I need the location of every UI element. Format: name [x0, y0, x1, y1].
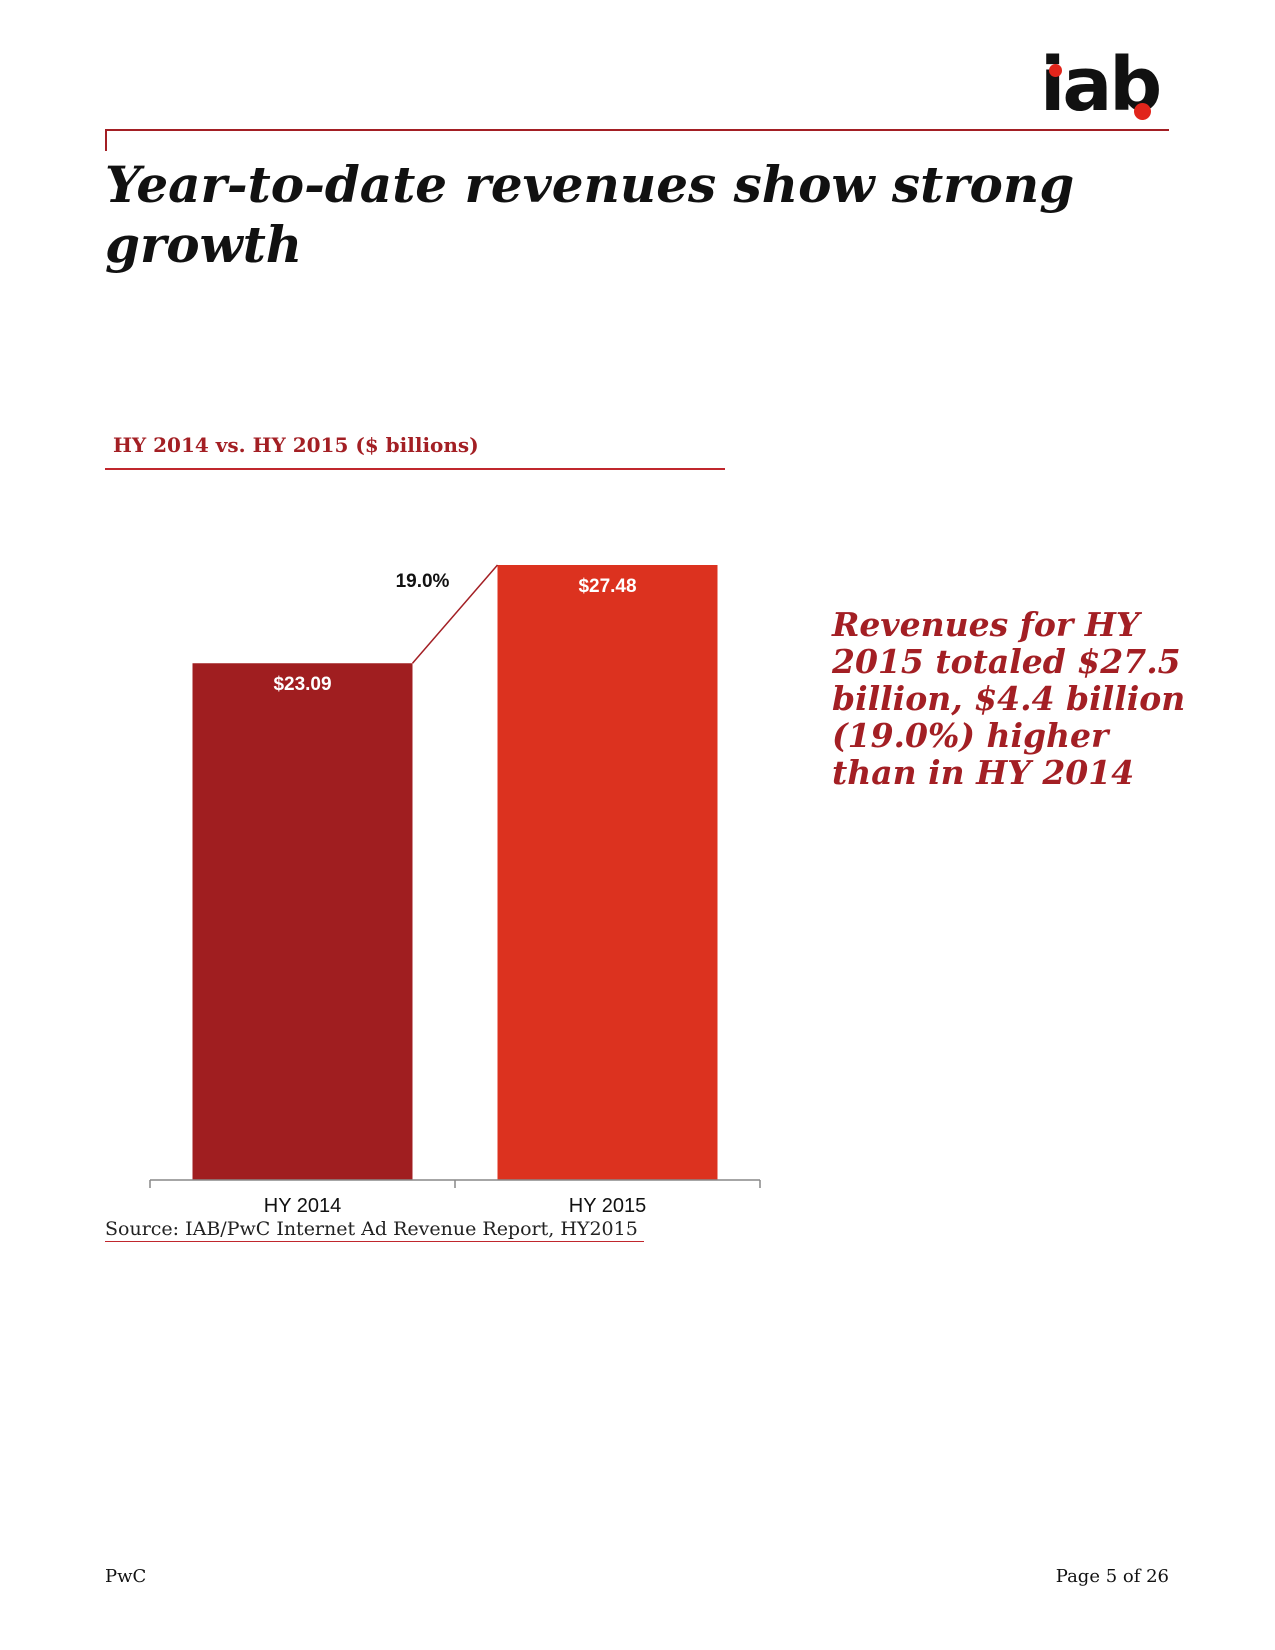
- bar-hy-2015: [497, 565, 718, 1180]
- growth-label: 19.0%: [396, 571, 450, 592]
- bar-value-label: $23.09: [273, 674, 331, 695]
- growth-connector-line: [411, 564, 499, 664]
- header-rule: [105, 129, 1169, 131]
- page-title: Year-to-date revenues show strong growth: [105, 155, 1075, 274]
- header-tick: [105, 129, 107, 151]
- x-tick-label: HY 2015: [569, 1195, 646, 1217]
- callout-text: Revenues for HY 2015 totaled $27.5 billi…: [832, 605, 1186, 792]
- page-number: Page 5 of 26: [1055, 1566, 1169, 1587]
- bar-value-label: $27.48: [578, 576, 636, 597]
- iab-logo-i-dot: [1049, 64, 1062, 77]
- bar-hy-2014: [192, 663, 413, 1180]
- source-note: Source: IAB/PwC Internet Ad Revenue Repo…: [105, 1218, 644, 1242]
- footer-brand: PwC: [105, 1566, 147, 1587]
- chart-title: HY 2014 vs. HY 2015 ($ billions): [113, 433, 479, 457]
- iab-logo-dot: [1134, 103, 1151, 120]
- chart-title-rule: [105, 468, 725, 470]
- x-tick-label: HY 2014: [264, 1195, 341, 1217]
